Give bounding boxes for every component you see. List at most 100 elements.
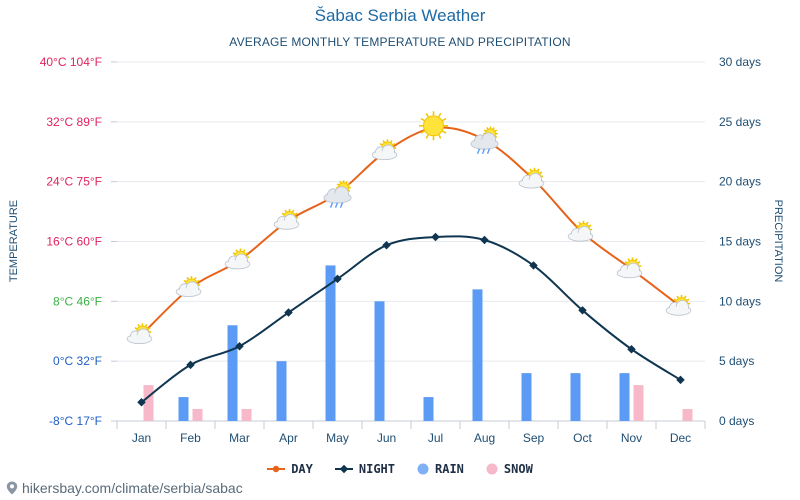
- sun-ray: [578, 221, 582, 225]
- sun-ray: [438, 134, 442, 139]
- sun-ray: [483, 129, 487, 132]
- snow-bar: [143, 385, 154, 421]
- sun-ray: [492, 127, 495, 130]
- partly-cloudy-icon: [567, 220, 594, 242]
- partly-cloudy-icon: [126, 323, 153, 345]
- sun-ray: [186, 276, 190, 280]
- sun-ray: [382, 140, 386, 143]
- chart-subtitle: AVERAGE MONTHLY TEMPERATURE AND PRECIPIT…: [229, 35, 571, 49]
- x-tick-label: Oct: [573, 431, 592, 445]
- sun-ray: [284, 209, 288, 213]
- night-point: [235, 341, 244, 351]
- cloud-part: [667, 306, 690, 315]
- sunny-icon: [419, 111, 448, 141]
- rain-bar: [325, 265, 336, 421]
- sun-ray: [196, 279, 200, 283]
- rain-bar: [178, 397, 189, 421]
- sun-ray: [494, 135, 498, 139]
- sun-ray: [193, 276, 197, 280]
- legend-snow[interactable]: SNOW: [486, 462, 533, 476]
- weather-chart: 40°C 104°F 32°C 89°F 24°C 75°F 16°C 60°F 8°C…: [40, 55, 761, 445]
- cloud-part: [128, 335, 151, 343]
- sun-ray: [347, 183, 351, 186]
- snow-bar: [192, 409, 203, 421]
- sun-ray: [627, 258, 631, 262]
- sun-ray: [676, 295, 680, 299]
- cloud-part: [275, 220, 298, 229]
- sun-ray: [389, 140, 393, 143]
- sun-ray: [536, 168, 540, 172]
- sun-ray: [281, 212, 285, 216]
- right-tick-label: 15 days: [719, 235, 761, 249]
- cloud-part: [373, 151, 396, 159]
- rain-bar: [374, 301, 385, 421]
- sun-ray: [235, 249, 239, 253]
- rain-drop: [329, 202, 334, 208]
- sun-ray: [379, 142, 383, 146]
- chart-legend: DAY NIGHT RAIN SNOW: [0, 462, 800, 476]
- day-line: [140, 126, 682, 336]
- sun-ray: [486, 127, 489, 130]
- sun-ray: [347, 189, 351, 192]
- night-point: [480, 235, 489, 245]
- sun-ray: [144, 324, 148, 327]
- snow-bar: [633, 385, 644, 421]
- sun-ray: [232, 252, 236, 255]
- rain-bar: [276, 361, 287, 421]
- sun-ray: [242, 249, 246, 253]
- night-point: [578, 306, 587, 315]
- partly-cloudy-icon: [273, 208, 300, 230]
- left-tick-label: -8°C 17°F: [49, 414, 102, 428]
- legend-day[interactable]: DAY: [267, 462, 313, 476]
- sun-ray: [438, 112, 442, 118]
- x-tick-label: May: [326, 431, 349, 445]
- rain-drop: [334, 202, 339, 208]
- sun-ray: [634, 258, 638, 262]
- snow-bar: [241, 409, 252, 421]
- sun-ray: [526, 171, 530, 174]
- sun-ray: [585, 221, 589, 225]
- source-link[interactable]: hikersbay.com/climate/serbia/sabac: [6, 480, 243, 496]
- x-tick-label: Jan: [132, 431, 151, 445]
- right-tick-label: 5 days: [719, 354, 754, 368]
- x-tick-label: Aug: [474, 431, 495, 445]
- night-point: [333, 274, 342, 284]
- sun-ray: [420, 130, 425, 134]
- sun-ray: [494, 129, 498, 132]
- partly-cloudy-icon: [224, 248, 251, 270]
- sun-ray: [420, 117, 425, 122]
- night-point: [431, 232, 440, 242]
- right-tick-label: 0 days: [719, 414, 754, 428]
- sun-ray: [575, 224, 579, 228]
- bar-layer: [143, 265, 693, 421]
- partly-cloudy-icon: [518, 167, 545, 189]
- cloud-part: [324, 193, 351, 202]
- sun-disc: [423, 115, 444, 137]
- sun-ray: [683, 295, 687, 299]
- legend-night[interactable]: NIGHT: [334, 462, 395, 476]
- night-point: [137, 398, 146, 407]
- sun-ray: [529, 168, 533, 172]
- left-tick-label: 32°C 89°F: [46, 115, 102, 129]
- legend-rain[interactable]: RAIN: [417, 462, 464, 476]
- sun-ray: [336, 183, 340, 186]
- sun-ray: [539, 171, 543, 174]
- rain-cloud-icon: [470, 126, 499, 155]
- sun-ray: [425, 134, 429, 139]
- right-tick-label: 30 days: [719, 55, 761, 69]
- rain-bar: [619, 373, 630, 421]
- sun-ray: [134, 326, 138, 330]
- rain-bar: [521, 373, 532, 421]
- sun-ray: [442, 130, 447, 134]
- sun-ray: [294, 212, 298, 216]
- rain-drop: [476, 148, 481, 155]
- sun-ray: [137, 324, 141, 327]
- cloud-part: [177, 287, 200, 296]
- sun-ray: [673, 298, 677, 302]
- sun-ray: [442, 117, 447, 122]
- rain-drop: [481, 148, 486, 155]
- x-tick-label: Dec: [670, 431, 691, 445]
- rain-bar: [472, 289, 483, 421]
- right-tick-label: 25 days: [719, 115, 761, 129]
- grid-layer: [111, 61, 706, 429]
